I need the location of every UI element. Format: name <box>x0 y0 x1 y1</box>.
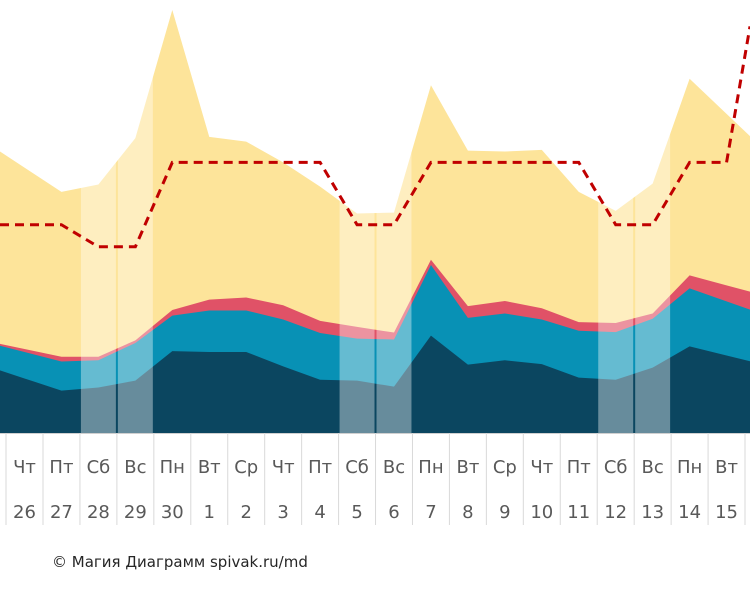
tick-weekday: Вс <box>124 457 146 478</box>
weekend-band-6 <box>376 0 412 433</box>
tick-day: 28 <box>87 502 110 523</box>
tick-day: 26 <box>13 502 36 523</box>
tick-weekday: Пн <box>418 457 443 478</box>
tick-day: 14 <box>678 502 701 523</box>
stacked-areas <box>0 9 750 434</box>
weekend-band-12 <box>598 0 634 433</box>
tick-weekday: Пн <box>677 457 702 478</box>
tick-day: 9 <box>499 502 510 523</box>
tick-weekday: Сб <box>604 457 628 478</box>
tick-day: 27 <box>50 502 73 523</box>
tick-day: 11 <box>567 502 590 523</box>
tick-day: 12 <box>604 502 627 523</box>
tick-day: 1 <box>204 502 215 523</box>
tick-weekday: Вс <box>642 457 664 478</box>
tick-weekday: Чт <box>13 457 36 478</box>
tick-weekday: Вт <box>715 457 738 478</box>
tick-weekday: Вт <box>198 457 221 478</box>
tick-weekday: Чт <box>272 457 295 478</box>
target-lines <box>0 26 750 249</box>
tick-weekday: Сб <box>345 457 369 478</box>
tick-day: 7 <box>425 502 436 523</box>
tick-day: 30 <box>161 502 184 523</box>
area-dark <box>0 335 750 433</box>
tick-day: 29 <box>124 502 147 523</box>
tick-weekday: Ср <box>493 457 517 478</box>
tick-weekday: Вс <box>383 457 405 478</box>
weekend-band-28 <box>80 0 116 433</box>
tick-day: 13 <box>641 502 664 523</box>
tick-weekday: Ср <box>234 457 258 478</box>
tick-weekday: Пт <box>49 457 73 478</box>
tick-weekday: Пн <box>160 457 185 478</box>
tick-weekday: Пт <box>308 457 332 478</box>
tick-day: 15 <box>715 502 738 523</box>
tick-day: 10 <box>530 502 553 523</box>
weekend-band-29 <box>117 0 153 433</box>
weekend-band-5 <box>339 0 375 433</box>
tick-day: 3 <box>277 502 288 523</box>
x-axis-tick-labels: Чт 26 Пт 27 Сб 28 Вс 29 Пн 30 Вт 1 Ср 2 Чт 3 Пт 4 Сб 5 Вс 6 Пн… <box>13 457 738 523</box>
tick-day: 5 <box>351 502 362 523</box>
tick-day: 4 <box>314 502 325 523</box>
tick-day: 8 <box>462 502 473 523</box>
tick-weekday: Вт <box>456 457 479 478</box>
tick-weekday: Пт <box>567 457 591 478</box>
x-axis <box>0 433 750 525</box>
tick-weekday: Сб <box>87 457 111 478</box>
target-line <box>0 26 750 249</box>
tick-day: 6 <box>388 502 399 523</box>
credit-text: © Магия Диаграмм spivak.ru/md <box>52 553 308 571</box>
weekend-band-13 <box>635 0 671 433</box>
tick-day: 2 <box>240 502 251 523</box>
tick-weekday: Чт <box>530 457 553 478</box>
